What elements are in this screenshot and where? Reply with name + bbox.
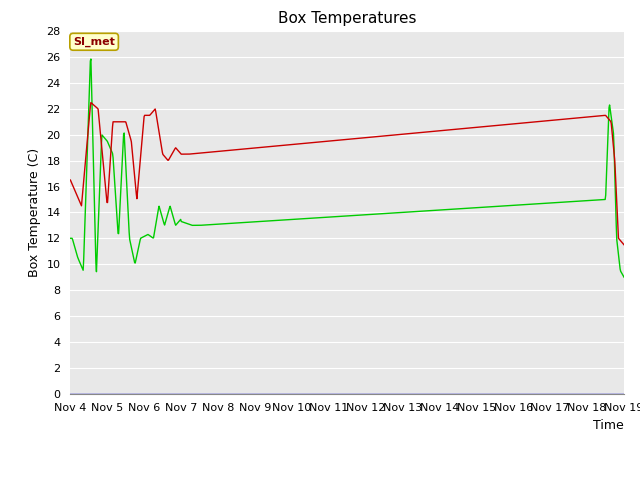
- Text: Time: Time: [593, 419, 624, 432]
- Y-axis label: Box Temperature (C): Box Temperature (C): [28, 148, 41, 277]
- Legend: CR1000 Panel T, LGR Cell T, Tower Air T: CR1000 Panel T, LGR Cell T, Tower Air T: [177, 478, 518, 480]
- Text: SI_met: SI_met: [73, 36, 115, 47]
- Title: Box Temperatures: Box Temperatures: [278, 11, 417, 26]
